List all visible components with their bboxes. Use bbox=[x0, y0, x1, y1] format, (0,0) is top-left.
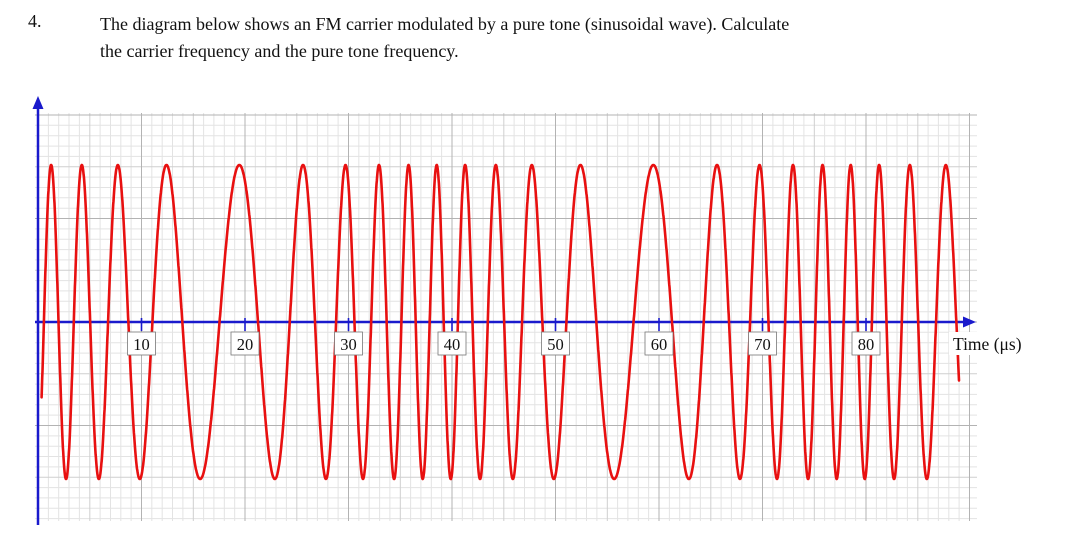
x-tick-label: 80 bbox=[858, 335, 875, 354]
x-tick-label-box bbox=[437, 331, 467, 356]
grid bbox=[35, 113, 977, 521]
y-axis-arrow-icon bbox=[32, 96, 44, 109]
x-tick-label-box bbox=[644, 331, 674, 356]
x-axis-title: Time (μs) bbox=[953, 334, 1022, 354]
question-number: 4. bbox=[28, 11, 42, 31]
x-axis-title-box bbox=[949, 332, 1039, 355]
x-tick-label: 30 bbox=[340, 335, 357, 354]
question-line-2: the carrier frequency and the pure tone … bbox=[100, 41, 459, 61]
x-tick-label: 20 bbox=[237, 335, 254, 354]
question-text: The diagram below shows an FM carrier mo… bbox=[100, 11, 1035, 65]
x-tick-label-box bbox=[230, 331, 260, 356]
x-tick-label: 40 bbox=[444, 335, 461, 354]
x-tick-label: 10 bbox=[133, 335, 150, 354]
fm-waveform bbox=[40, 163, 961, 481]
fm-waveform-chart: 10 20 30 40 50 60 70 80 Time (μs) bbox=[32, 96, 1039, 525]
x-tick-label-box bbox=[127, 331, 156, 356]
x-tick-label: 60 bbox=[651, 335, 668, 354]
question-line-1: The diagram below shows an FM carrier mo… bbox=[100, 14, 790, 34]
x-tick-label-box bbox=[541, 331, 570, 356]
x-tick-label-box bbox=[334, 331, 363, 356]
x-tick-label: 70 bbox=[754, 335, 771, 354]
x-axis-arrow-icon bbox=[963, 316, 976, 328]
x-tick-label-box bbox=[851, 331, 881, 356]
x-tick-label-box bbox=[748, 331, 777, 356]
x-tick-label: 50 bbox=[547, 335, 564, 354]
